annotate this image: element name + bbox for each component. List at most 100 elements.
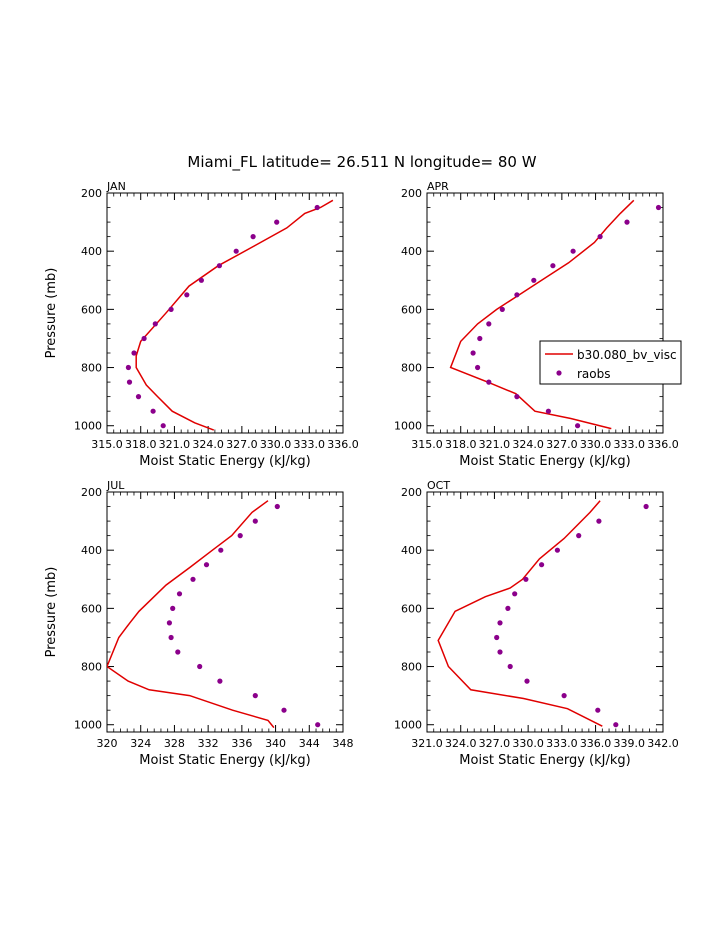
panel-label-oct: OCT [427,479,450,492]
data-point-jul [218,547,224,553]
y-tick-label-oct: 800 [401,661,422,674]
x-tick-label-jul: 332 [198,737,219,750]
data-point-jan [233,248,239,254]
y-tick-label-apr: 1000 [394,420,422,433]
legend-obs-label: raobs [577,367,611,381]
data-point-jan [150,408,156,414]
x-tick-label-oct: 321.0 [411,737,443,750]
data-point-jan [160,423,166,429]
x-tick-label-apr: 315.0 [411,438,443,451]
data-point-jan [314,204,320,211]
series-line-jul [107,500,275,729]
x-tick-label-jan: 324.0 [192,438,224,451]
data-point-oct [596,518,602,524]
x-tick-label-jul: 320 [97,737,118,750]
x-tick-label-jan: 336.0 [327,438,359,451]
data-point-jul [197,663,203,670]
x-tick-label-apr: 318.0 [445,438,477,451]
plot-frame-apr [426,192,664,434]
x-axis-label-apr: Moist Static Energy (kJ/kg) [459,454,630,469]
data-point-jul [281,707,287,713]
series-line-jan [135,199,334,431]
x-tick-label-oct: 333.0 [546,737,578,750]
plot-frame-jul [106,491,344,733]
x-tick-label-apr: 327.0 [546,438,578,451]
data-point-oct [507,663,513,670]
x-tick-label-oct: 342.0 [647,737,679,750]
data-point-jan [274,219,280,225]
y-tick-label-jul: 600 [81,602,102,615]
x-tick-label-jan: 318.0 [125,438,157,451]
data-point-oct [576,533,582,539]
x-tick-label-apr: 321.0 [479,438,511,451]
y-tick-label-jan: 800 [81,362,102,375]
x-tick-label-oct: 339.0 [614,737,646,750]
y-tick-label-jul: 400 [81,544,102,557]
data-point-jul [252,518,258,524]
y-tick-label-jul: 800 [81,661,102,674]
y-tick-label-oct: 400 [401,544,422,557]
x-tick-label-jan: 327.0 [226,438,258,451]
data-point-jan [131,350,137,356]
y-tick-label-apr: 200 [401,187,422,200]
data-point-jan [125,364,131,371]
x-tick-label-oct: 327.0 [479,737,511,750]
data-point-oct [554,547,561,553]
panel-apr: APR 315.0 318.0 321.0 324.0 327.0 330.0 333.0 33… [394,180,679,469]
data-point-jul [176,591,183,597]
data-point-oct [524,678,530,684]
legend: b30.080_bv_visc raobs [539,340,682,385]
data-point-jul [274,503,280,510]
x-tick-label-jul: 348 [333,737,354,750]
data-point-oct [561,693,567,699]
data-point-apr [550,263,556,269]
data-point-jan [152,321,158,327]
x-tick-label-apr: 324.0 [512,438,544,451]
data-point-apr [475,364,481,371]
plot-frame-oct [426,491,664,733]
y-axis-label-jan: Pressure (mb) [44,268,59,359]
data-point-oct [494,634,500,641]
data-point-apr [570,248,576,254]
legend-obs-swatch [556,370,562,376]
data-point-apr [531,277,537,283]
data-point-apr [486,321,492,327]
y-tick-label-oct: 600 [401,602,422,615]
y-axis-label-jul: Pressure (mb) [44,567,59,658]
x-tick-label-jul: 324 [130,737,151,750]
plot-frame-jan [106,192,344,434]
data-point-oct [643,503,649,510]
x-tick-label-jan: 330.0 [260,438,292,451]
x-tick-label-apr: 330.0 [580,438,612,451]
data-point-jan [250,234,256,240]
data-point-jul [315,722,321,728]
data-point-apr [470,350,476,356]
y-tick-label-jan: 200 [81,187,102,200]
data-point-apr [477,335,483,342]
data-point-oct [497,620,503,626]
data-point-oct [523,576,529,582]
data-point-oct [595,707,601,713]
data-point-jul [217,678,223,684]
x-tick-label-jul: 328 [164,737,185,750]
data-point-jan [184,292,190,298]
panel-label-jan: JAN [106,180,126,193]
data-point-apr [499,306,505,312]
x-tick-label-apr: 333.0 [614,438,646,451]
data-point-jan [135,394,142,400]
y-tick-label-jul: 1000 [74,719,102,732]
data-point-oct [613,722,619,728]
data-point-jan [141,335,147,342]
legend-model-label: b30.080_bv_visc [577,348,677,362]
y-tick-label-jul: 200 [81,486,102,499]
data-point-apr [514,394,520,400]
data-point-oct [497,649,503,655]
x-axis-label-oct: Moist Static Energy (kJ/kg) [459,753,630,768]
x-tick-label-oct: 330.0 [512,737,544,750]
panel-oct: OCT 321.0 324.0 327.0 330.0 333.0 336.0 339.0 34… [394,479,679,768]
data-point-oct [505,605,511,612]
data-point-oct [512,591,518,597]
data-point-jul [170,605,176,612]
data-point-jul [237,533,243,539]
